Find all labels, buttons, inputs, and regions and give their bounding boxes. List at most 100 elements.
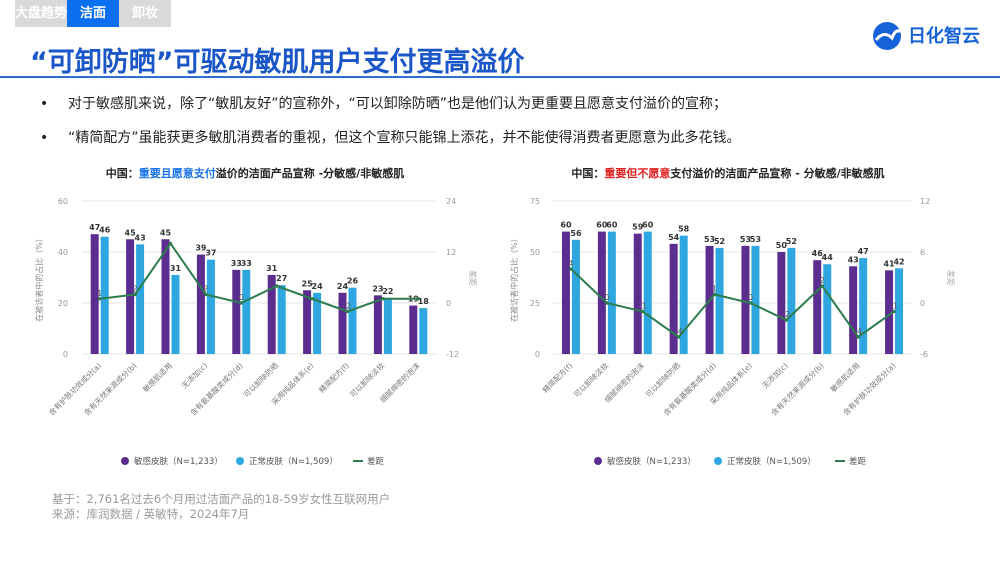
- bar-value-label: 33: [231, 259, 242, 268]
- bar-value-label: 50: [776, 241, 788, 250]
- bar-value-label: 52: [714, 237, 725, 246]
- bar-value-label: 53: [750, 235, 761, 244]
- bar-normal: [787, 247, 796, 354]
- legend-label: 敏感皮肤（N=1,233）: [134, 456, 223, 467]
- legend-marker: [714, 457, 722, 465]
- y2-tick-label: -6: [920, 350, 928, 359]
- bar-normal: [419, 308, 428, 354]
- y2-axis-label: 差距: [468, 270, 478, 286]
- bar-value-label: 47: [858, 247, 869, 256]
- bar-normal: [643, 231, 652, 354]
- diff-line: [570, 268, 895, 339]
- diff-point: [97, 296, 102, 301]
- y-tick-label: 60: [58, 197, 68, 206]
- y-tick-label: 0: [535, 350, 540, 359]
- bar-normal: [277, 285, 286, 354]
- legend-label: 正常皮肤（N=1,509）: [249, 456, 338, 467]
- chart-1: 中国：重要且愿意支付溢价的洁面产品宣称 -分敏感/非敏感肌0204060-120…: [34, 166, 478, 467]
- tab-makeup-remover[interactable]: 卸妆: [131, 6, 158, 21]
- chart-title-part: 中国：: [571, 166, 604, 180]
- bar-sensitive: [338, 292, 347, 354]
- bar-normal: [571, 239, 580, 354]
- y2-tick-label: 0: [920, 299, 925, 308]
- x-category-label: 精简配方(f): [317, 360, 351, 394]
- chart-title-part: 支付溢价的洁面产品宣称 - 分敏感/非敏感肌: [669, 166, 884, 180]
- y-axis-label: 在被访者中的占比（%）: [509, 234, 519, 322]
- bar-value-label: 27: [276, 274, 287, 283]
- bar-normal: [859, 258, 868, 354]
- bar-sensitive: [777, 252, 786, 354]
- diff-point: [239, 301, 244, 305]
- bar-value-label: 41: [883, 259, 895, 268]
- diff-value-label: -2: [782, 310, 790, 319]
- diff-value-label: 2: [203, 285, 208, 294]
- footnote-source: 来源：库润数据 / 英敏特，2024年7月: [52, 507, 250, 521]
- legend-marker: [121, 457, 129, 465]
- bar-value-label: 25: [302, 279, 314, 288]
- bar-sensitive: [633, 233, 642, 354]
- y2-tick-label: 12: [446, 248, 456, 257]
- bullet-dot: •: [40, 130, 49, 146]
- bar-value-label: 54: [668, 233, 680, 242]
- legend-marker: [236, 457, 244, 465]
- x-category-label: 敏感肌适用: [140, 360, 174, 394]
- bar-sensitive: [373, 295, 382, 354]
- diff-point: [892, 309, 896, 314]
- bar-sensitive: [90, 234, 99, 354]
- diff-value-label: -1: [639, 302, 647, 311]
- x-category-label: 可以卸除防晒: [643, 360, 682, 399]
- x-category-label: 可以卸除淡妆: [571, 360, 610, 399]
- bar-normal: [136, 244, 145, 354]
- tab-cleanser[interactable]: 洁面: [67, 0, 119, 27]
- diff-value-label: 1: [97, 289, 102, 298]
- bar-value-label: 58: [678, 225, 690, 234]
- diff-point: [712, 292, 717, 297]
- chart-title-part: 重要但不愿意: [604, 166, 670, 180]
- diff-point: [820, 284, 825, 288]
- bar-normal: [751, 245, 760, 354]
- y2-tick-label: 0: [446, 299, 451, 308]
- diff-value-label: 0: [748, 293, 753, 302]
- x-category-label: 敏感肌适用: [828, 360, 862, 394]
- bar-value-label: 53: [740, 235, 751, 244]
- bar-value-label: 24: [337, 282, 349, 291]
- bar-normal: [206, 259, 215, 354]
- y-tick-label: 0: [63, 350, 68, 359]
- diff-value-label: -4: [854, 327, 862, 336]
- legend-label: 差距: [849, 456, 867, 467]
- bar-normal: [242, 269, 251, 354]
- bar-value-label: 39: [195, 244, 207, 253]
- diff-value-label: 1: [712, 285, 717, 294]
- bar-value-label: 53: [704, 235, 715, 244]
- diff-line: [99, 241, 419, 313]
- chart-title: 中国：重要但不愿意支付溢价的洁面产品宣称 - 分敏感/非敏感肌: [571, 166, 884, 180]
- bar-value-label: 60: [596, 221, 608, 230]
- bar-normal: [383, 297, 392, 354]
- diff-point: [133, 292, 137, 297]
- bar-value-label: 47: [89, 223, 100, 232]
- legend-label: 差距: [367, 456, 385, 467]
- bar-sensitive: [813, 260, 822, 354]
- bar-sensitive: [741, 245, 750, 354]
- diff-point: [274, 284, 279, 288]
- diff-value-label: 4: [568, 259, 573, 268]
- footnote: 基于：2,761名过去6个月用过洁面产品的18-59岁女性互联网用户 来源：库润…: [52, 492, 390, 522]
- bar-normal: [823, 264, 832, 354]
- tab-market-trend[interactable]: 大盘趋势: [15, 6, 68, 21]
- diff-point: [784, 318, 789, 322]
- x-category-label: 无添加(c): [179, 360, 209, 390]
- bar-sensitive: [161, 239, 170, 354]
- diff-point: [345, 309, 350, 314]
- legend-marker: [594, 457, 602, 465]
- brand-logo: 日化智云: [870, 18, 980, 52]
- y2-tick-label: 12: [920, 197, 930, 206]
- y-tick-label: 20: [58, 299, 68, 308]
- footnote-base: 基于：2,761名过去6个月用过洁面产品的18-59岁女性互联网用户: [52, 492, 391, 506]
- diff-point: [640, 309, 645, 314]
- diff-point: [569, 267, 573, 271]
- y2-tick-label: 24: [446, 197, 456, 206]
- bar-value-label: 45: [125, 228, 137, 237]
- diff-point: [605, 301, 609, 305]
- bar-value-label: 23: [372, 284, 383, 293]
